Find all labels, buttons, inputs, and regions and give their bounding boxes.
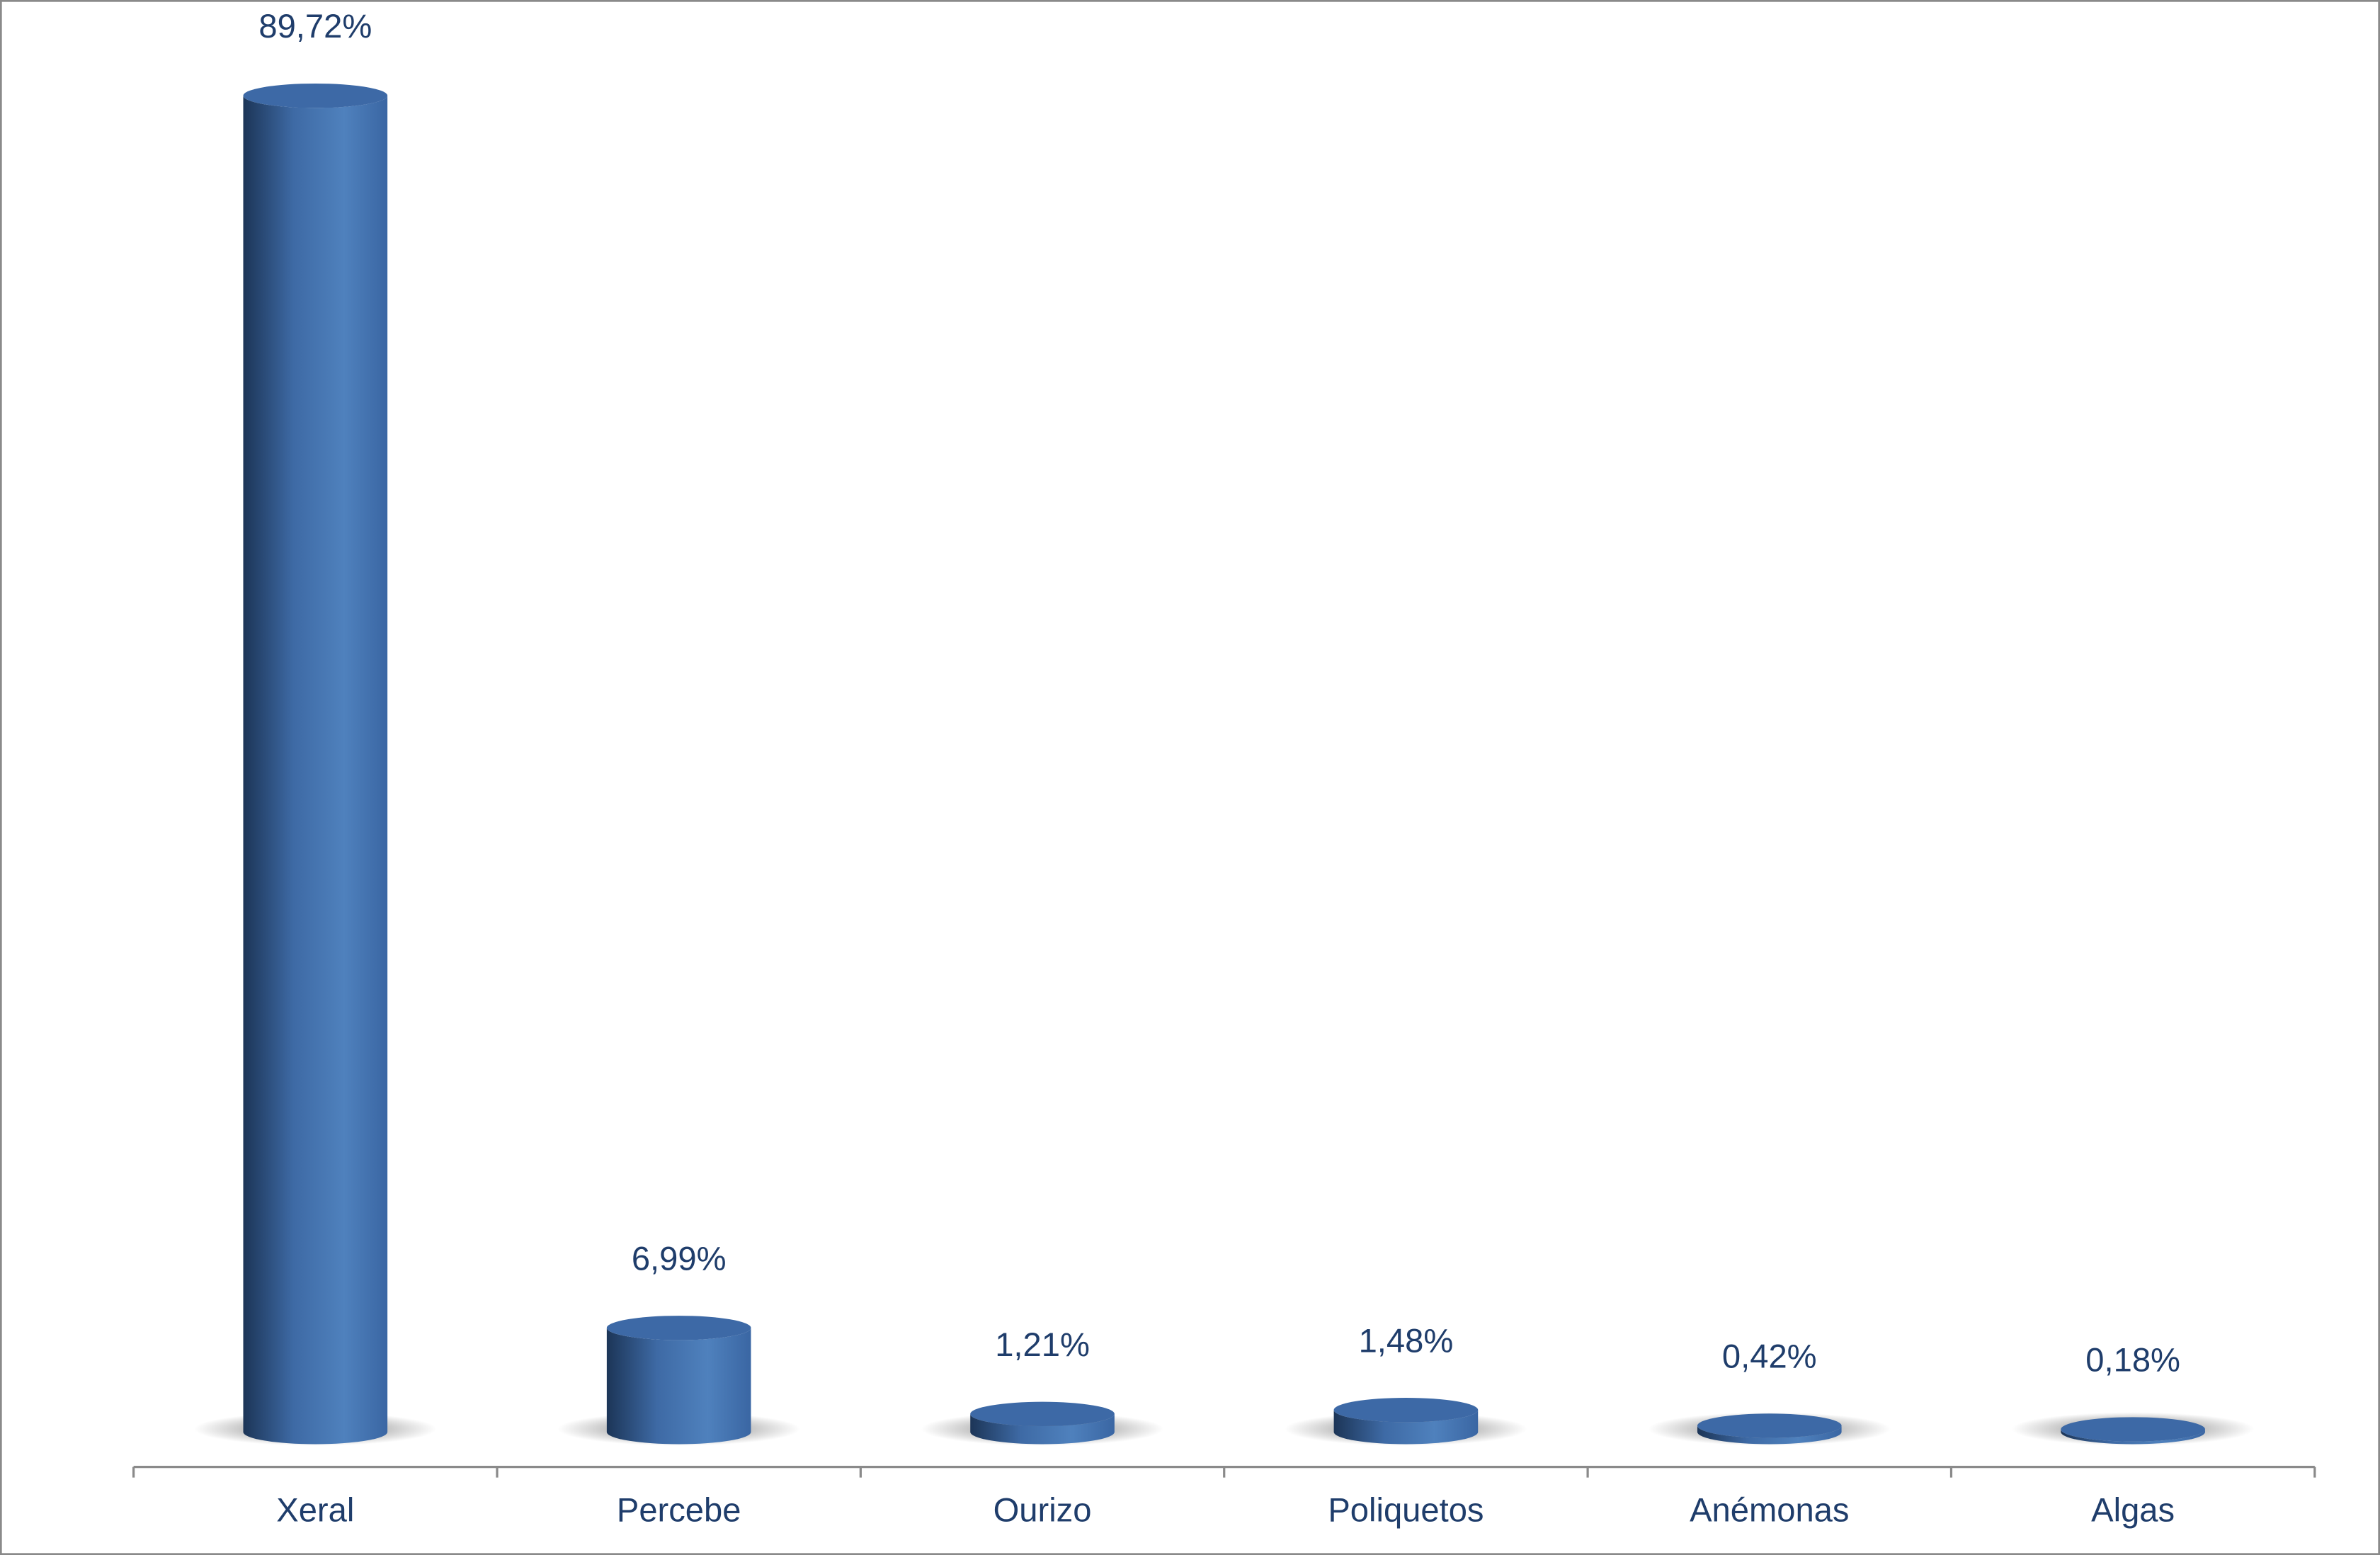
x-tick-label: Ourizo <box>993 1491 1092 1528</box>
value-label: 0,42% <box>1722 1338 1817 1375</box>
value-label: 1,48% <box>1359 1321 1454 1359</box>
bar <box>1333 1410 1479 1445</box>
bar-top <box>2061 1417 2205 1442</box>
bar-top <box>1697 1413 1842 1438</box>
bar-top <box>1333 1398 1479 1423</box>
x-tick-label: Xeral <box>276 1491 354 1528</box>
value-label: 0,18% <box>2085 1341 2180 1379</box>
bar-top <box>606 1316 751 1340</box>
bar <box>243 96 388 1445</box>
bar-top <box>243 83 388 108</box>
x-tick-label: Poliquetos <box>1328 1491 1484 1528</box>
x-tick-label: Algas <box>2091 1491 2175 1528</box>
bar-top <box>970 1401 1115 1426</box>
bar <box>970 1413 1115 1445</box>
x-tick-label: Anémonas <box>1690 1491 1849 1528</box>
value-label: 1,21% <box>995 1326 1090 1363</box>
x-tick-label: Percebe <box>617 1491 741 1528</box>
bar <box>2061 1429 2205 1445</box>
bar <box>606 1328 751 1445</box>
value-label: 6,99% <box>632 1239 727 1277</box>
value-label: 89,72% <box>258 7 372 45</box>
bar <box>1697 1425 1842 1445</box>
